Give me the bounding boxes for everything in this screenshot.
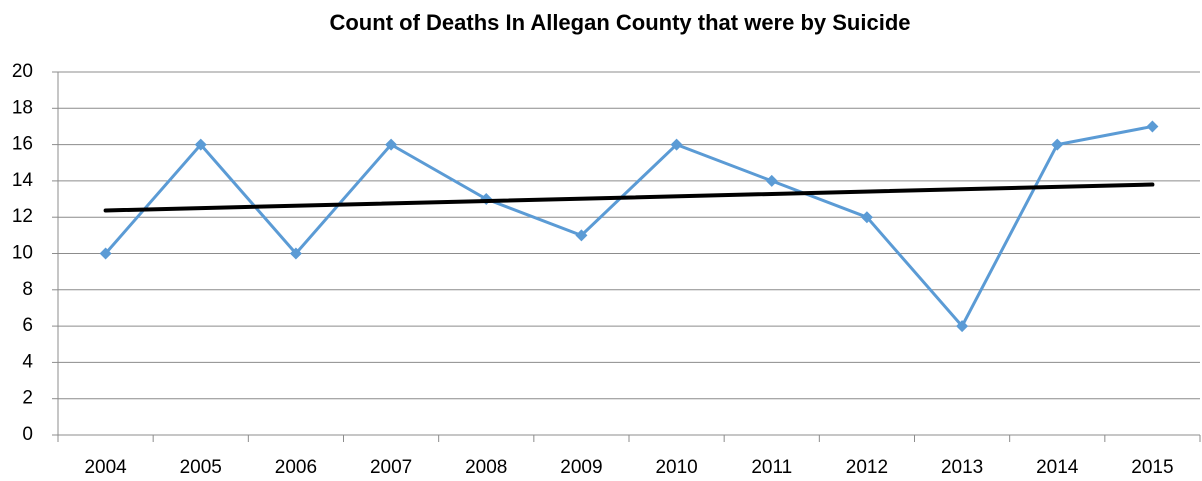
data-marker (575, 229, 588, 242)
trendline (103, 182, 1155, 213)
x-tick-label: 2004 (84, 457, 127, 478)
x-tick-label: 2008 (465, 457, 507, 478)
x-tick-label: 2014 (1036, 457, 1079, 478)
data-marker (99, 247, 112, 260)
y-tick-label: 2 (22, 388, 33, 409)
x-tick-label: 2013 (941, 457, 983, 478)
x-tick-label: 2006 (275, 457, 317, 478)
y-tick-label: 20 (12, 61, 33, 82)
x-tick-label: 2015 (1131, 457, 1173, 478)
x-tick-label: 2005 (180, 457, 222, 478)
data-marker (956, 320, 969, 333)
y-tick-label: 10 (12, 243, 33, 264)
y-tick-label: 6 (22, 315, 33, 336)
y-tick-label: 8 (22, 279, 33, 300)
chart-title: Count of Deaths In Allegan County that w… (329, 10, 910, 35)
data-marker (1051, 138, 1064, 151)
data-line (104, 124, 1153, 329)
data-marker (765, 174, 778, 187)
y-tick-label: 18 (12, 97, 33, 118)
x-tick-label: 2010 (655, 457, 697, 478)
y-tick-label: 14 (12, 170, 34, 191)
data-marker (289, 247, 302, 260)
data-marker (860, 211, 873, 224)
data-marker (670, 138, 683, 151)
data-marker (385, 138, 398, 151)
x-tick-label: 2012 (846, 457, 888, 478)
x-tick-label: 2011 (751, 457, 792, 478)
x-tick-label: 2007 (370, 457, 412, 478)
data-marker (194, 138, 207, 151)
y-tick-label: 0 (22, 424, 33, 445)
y-tick-label: 12 (12, 206, 33, 227)
data-marker (1146, 120, 1159, 133)
y-tick-label: 4 (22, 351, 33, 372)
y-tick-label: 16 (12, 134, 33, 155)
x-tick-label: 2009 (560, 457, 602, 478)
